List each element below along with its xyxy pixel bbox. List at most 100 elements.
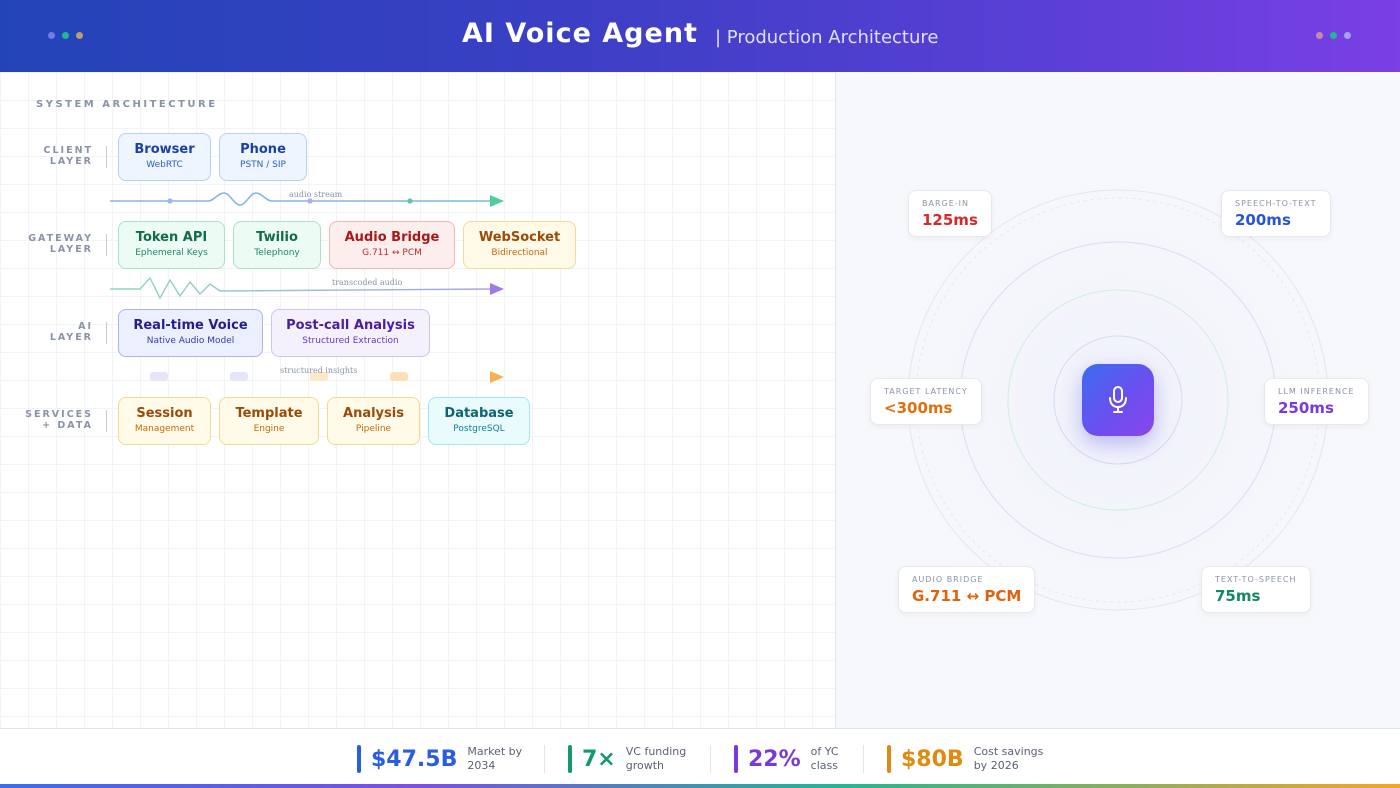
node-title: Database	[444, 406, 514, 421]
node-title: Template	[235, 406, 303, 421]
metric-value: 125ms	[922, 211, 978, 229]
node-subtitle: PostgreSQL	[453, 424, 505, 434]
stat-desc-line: of YC	[810, 745, 839, 758]
stats-footer: $47.5B Market by 2034 7× VC funding growth…	[0, 728, 1400, 784]
layer-divider	[106, 410, 107, 432]
metric-value: 75ms	[1215, 587, 1261, 605]
metric-audio-bridge: AUDIO BRIDGE G.711 ↔ PCM	[898, 566, 1036, 613]
node-title: Real-time Voice	[133, 318, 248, 333]
node-title: Browser	[134, 142, 195, 157]
stat-desc-line: by 2026	[973, 759, 1019, 772]
microphone-button[interactable]	[1082, 364, 1154, 436]
page-subtitle: | Production Architecture	[715, 27, 939, 48]
flow-label: transcoded audio	[332, 278, 402, 287]
microphone-icon	[1109, 386, 1127, 413]
dot-icon	[48, 32, 55, 39]
dot-icon	[1344, 32, 1351, 39]
node-subtitle: Telephony	[254, 248, 300, 258]
dot-icon	[76, 32, 83, 39]
dot-icon	[62, 32, 69, 39]
node-subtitle: Engine	[253, 424, 285, 434]
node-token-api[interactable]: Token API Ephemeral Keys	[118, 221, 225, 269]
node-title: Phone	[240, 142, 286, 157]
flow-label: structured insights	[280, 366, 357, 375]
metric-target-latency: TARGET LATENCY <300ms	[870, 378, 982, 425]
stat-market: $47.5B Market by 2034	[357, 745, 522, 773]
layer-divider	[106, 322, 107, 344]
stat-value: $80B	[901, 746, 964, 772]
metric-value: G.711 ↔ PCM	[912, 587, 1022, 605]
metric-label: TEXT-TO-SPEECH	[1215, 575, 1297, 584]
stat-separator	[544, 745, 545, 773]
metric-speech-to-text: SPEECH-TO-TEXT 200ms	[1221, 190, 1331, 237]
node-subtitle: PSTN / SIP	[240, 160, 286, 170]
stat-yc-class: 22% of YC class	[734, 745, 839, 773]
stat-desc-line: VC funding	[625, 745, 687, 758]
node-audio-bridge[interactable]: Audio Bridge G.711 ↔ PCM	[329, 221, 455, 269]
layer-label-client: CLIENT LAYER	[43, 145, 93, 167]
node-title: WebSocket	[478, 230, 561, 245]
stat-desc-line: Cost savings	[973, 745, 1044, 758]
node-title: Audio Bridge	[344, 230, 440, 245]
header: AI Voice Agent | Production Architecture	[0, 0, 1400, 72]
arrow-icon	[490, 195, 504, 207]
stat-value: 22%	[748, 746, 801, 772]
stat-accent	[887, 745, 891, 773]
stat-description: Cost savings by 2026	[974, 745, 1044, 773]
footer-gradient-bar	[0, 784, 1400, 788]
window-dots-left	[48, 32, 83, 39]
stat-desc-line: 2034	[467, 759, 496, 772]
node-phone[interactable]: Phone PSTN / SIP	[219, 133, 307, 181]
flow-label: audio stream	[289, 190, 343, 199]
node-database[interactable]: Database PostgreSQL	[428, 397, 530, 445]
node-websocket[interactable]: WebSocket Bidirectional	[463, 221, 576, 269]
stat-value: $47.5B	[371, 746, 458, 772]
stat-accent	[357, 745, 361, 773]
node-analysis[interactable]: Analysis Pipeline	[327, 397, 420, 445]
stat-desc-line: class	[810, 759, 838, 772]
stat-value: 7×	[582, 746, 616, 772]
metric-barge-in: BARGE-IN 125ms	[908, 190, 992, 237]
metric-label: TARGET LATENCY	[884, 387, 968, 396]
flow-connectors: audio stream transcoded audio structured…	[110, 190, 504, 383]
node-subtitle: Native Audio Model	[146, 336, 235, 346]
layer-divider	[106, 146, 107, 168]
metric-value: 250ms	[1278, 399, 1334, 417]
metric-label: LLM INFERENCE	[1278, 387, 1355, 396]
stat-separator	[710, 745, 711, 773]
stat-separator	[863, 745, 864, 773]
node-title: Post-call Analysis	[286, 318, 415, 333]
node-browser[interactable]: Browser WebRTC	[118, 133, 211, 181]
arrow-icon	[490, 371, 504, 383]
stat-cost-savings: $80B Cost savings by 2026	[887, 745, 1043, 773]
layer-label-services: SERVICES + DATA	[25, 409, 93, 431]
node-session[interactable]: Session Management	[118, 397, 211, 445]
metric-value: <300ms	[884, 399, 953, 417]
stat-description: VC funding growth	[626, 745, 687, 773]
stat-description: Market by 2034	[467, 745, 522, 773]
stat-accent	[734, 745, 738, 773]
window-dots-right	[1316, 32, 1351, 39]
latency-panel: BARGE-IN 125ms SPEECH-TO-TEXT 200ms TARG…	[836, 72, 1400, 728]
node-post-call-analysis[interactable]: Post-call Analysis Structured Extraction	[271, 309, 430, 357]
node-subtitle: WebRTC	[146, 160, 183, 170]
metric-text-to-speech: TEXT-TO-SPEECH 75ms	[1201, 566, 1311, 613]
architecture-panel: SYSTEM ARCHITECTURE CLIENT LAYER GATEWAY L…	[0, 72, 835, 728]
node-subtitle: Structured Extraction	[302, 336, 399, 346]
node-title: Token API	[135, 230, 208, 245]
metric-value: 200ms	[1235, 211, 1291, 229]
node-template[interactable]: Template Engine	[219, 397, 319, 445]
node-title: Analysis	[343, 406, 404, 421]
node-subtitle: G.711 ↔ PCM	[362, 248, 422, 258]
dot-icon	[1316, 32, 1323, 39]
stat-accent	[568, 745, 572, 773]
page-title: AI Voice Agent	[462, 18, 698, 49]
node-twilio[interactable]: Twilio Telephony	[233, 221, 321, 269]
stat-desc-line: growth	[625, 759, 665, 772]
node-realtime-voice[interactable]: Real-time Voice Native Audio Model	[118, 309, 263, 357]
metric-label: BARGE-IN	[922, 199, 970, 208]
layer-label-gateway: GATEWAY LAYER	[28, 233, 93, 255]
node-subtitle: Pipeline	[355, 424, 392, 434]
arrow-icon	[490, 283, 504, 295]
